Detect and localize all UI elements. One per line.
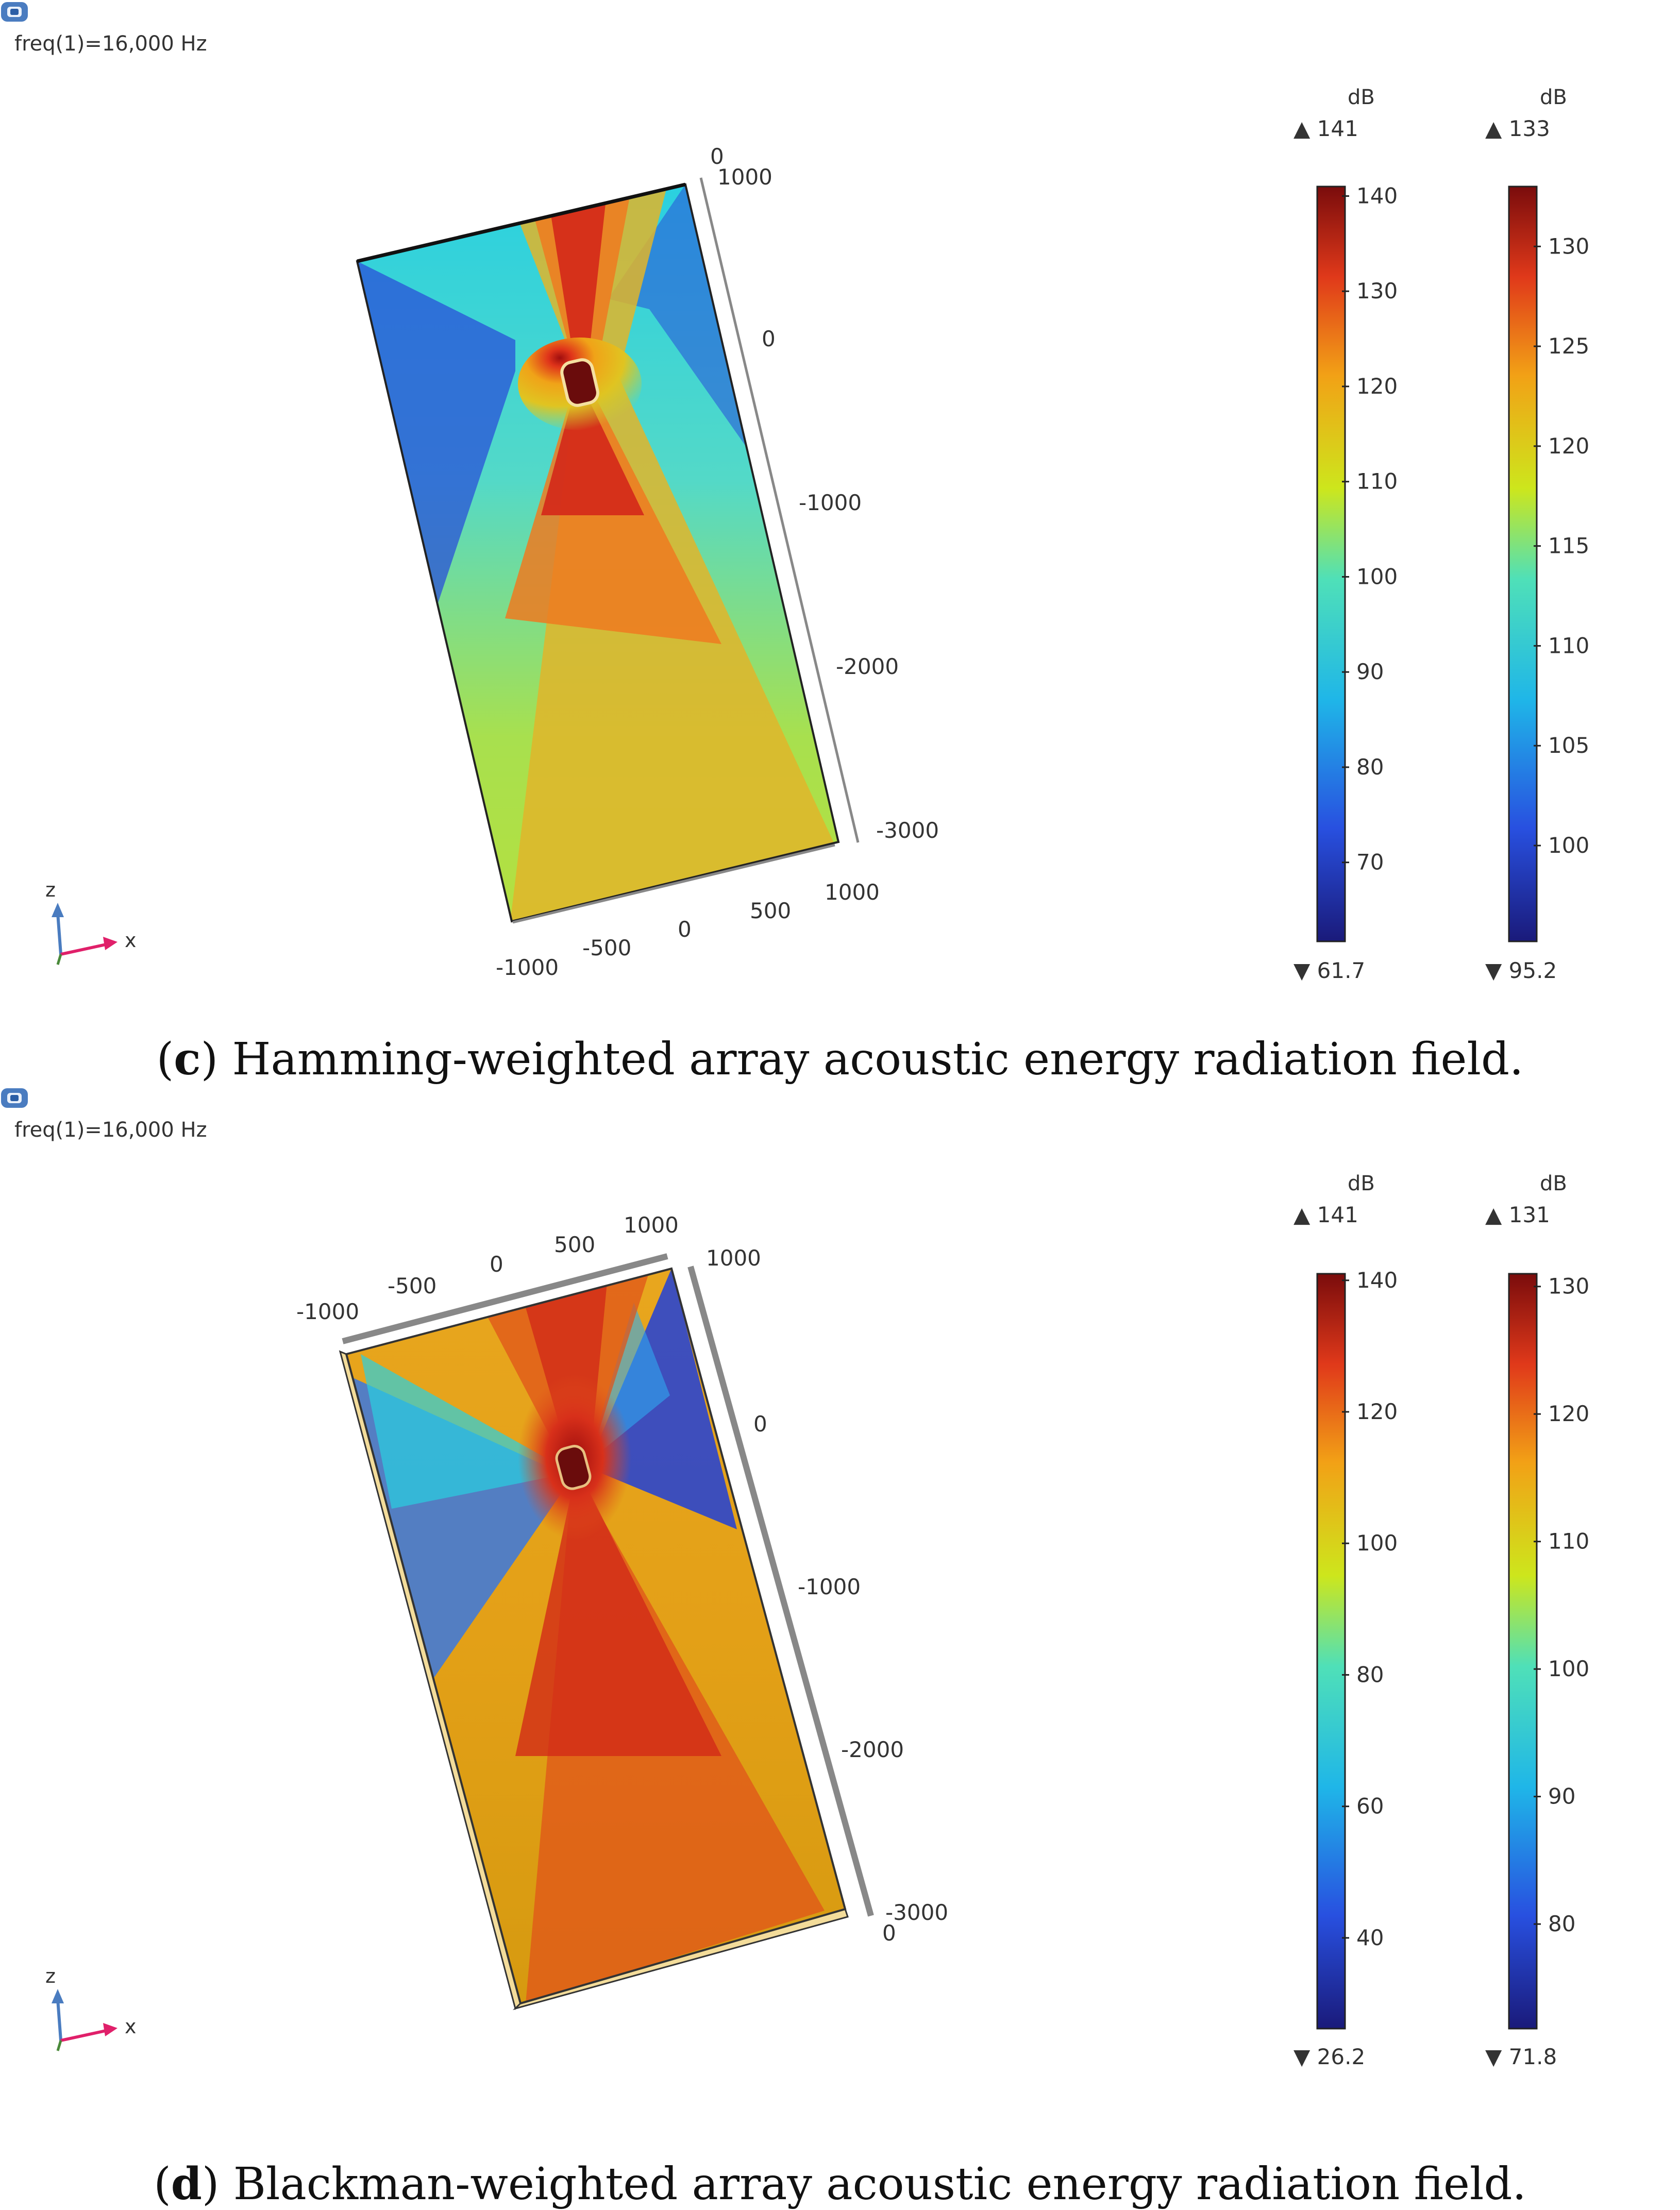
colorbar-2: dB ▲ 133 130 125 120 115 110 105 100 ▼ 95.2 bbox=[1485, 86, 1589, 983]
colorbar-tick-label: 120 bbox=[1356, 1399, 1398, 1424]
triad-z-label: z bbox=[45, 879, 56, 901]
caption-text: Blackman-weighted array acoustic energy … bbox=[219, 2158, 1526, 2210]
axis-tick: 0 bbox=[710, 144, 724, 169]
colorbar-tick-label: 100 bbox=[1356, 1530, 1398, 1556]
caption-letter: d bbox=[171, 2158, 202, 2210]
bottom-axis-line bbox=[512, 843, 835, 924]
transducer-array bbox=[555, 1445, 592, 1490]
colorbar-tick-label: 110 bbox=[1548, 633, 1589, 658]
colorbar-tick-label: 110 bbox=[1548, 1529, 1589, 1554]
axis-tick: -500 bbox=[582, 935, 631, 960]
triad-z-label: z bbox=[45, 1965, 56, 1987]
axis-tick: 500 bbox=[554, 1232, 595, 1257]
axis-tick: -3000 bbox=[885, 1900, 948, 1925]
comsol-logo-icon bbox=[1, 2, 28, 22]
colorbar-tick-label: 70 bbox=[1356, 850, 1384, 875]
axis-tick: 0 bbox=[762, 326, 776, 351]
colorbar-tick-label: 80 bbox=[1356, 754, 1384, 780]
transducer-array bbox=[560, 358, 599, 407]
colorbar-tick-label: 105 bbox=[1548, 733, 1589, 758]
colorbar-tick-label: 80 bbox=[1548, 1911, 1575, 1936]
colorbar-tick-label: 120 bbox=[1356, 374, 1398, 399]
axis-tick: -500 bbox=[388, 1273, 436, 1298]
colorbar-tick-label: 125 bbox=[1548, 333, 1589, 359]
axis-tick: -1000 bbox=[798, 1574, 861, 1599]
comsol-logo-icon bbox=[1, 1088, 28, 1108]
colorbar-max-label: ▲ 133 bbox=[1485, 116, 1550, 141]
colorbar-unit: dB bbox=[1348, 1172, 1375, 1195]
colorbar-tick-label: 100 bbox=[1548, 1656, 1589, 1681]
axis-tick: 1000 bbox=[706, 1245, 761, 1271]
frequency-label: freq(1)=16,000 Hz bbox=[14, 32, 207, 56]
coordinate-triad-icon: z x bbox=[45, 879, 137, 965]
colorbar-tick-label: 100 bbox=[1356, 564, 1398, 589]
caption-text: Hamming-weighted array acoustic energy r… bbox=[218, 1034, 1524, 1085]
caption-letter: c bbox=[174, 1033, 201, 1085]
colorbar-2: dB ▲ 131 130 120 110 100 90 80 ▼ 71.8 bbox=[1485, 1172, 1589, 2069]
axis-tick: 1000 bbox=[624, 1212, 679, 1238]
colorbar-tick-label: 140 bbox=[1356, 183, 1398, 208]
colorbar-tick-label: 130 bbox=[1548, 1274, 1589, 1299]
frequency-label: freq(1)=16,000 Hz bbox=[14, 1118, 207, 1142]
colorbar-min-label: ▼ 26.2 bbox=[1293, 2044, 1365, 2069]
top-axis-line bbox=[342, 1253, 668, 1344]
figure-caption-d: (d) Blackman-weighted array acoustic ene… bbox=[154, 2158, 1526, 2210]
colorbar-tick-label: 110 bbox=[1356, 469, 1398, 494]
plot-canvas-d: -1000 -500 0 500 1000 1000 0 -1000 -2000… bbox=[45, 1172, 1589, 2069]
colorbar-max-label: ▲ 141 bbox=[1293, 1202, 1358, 1227]
colorbar-min-label: ▼ 71.8 bbox=[1485, 2044, 1557, 2069]
colorbar-tick-label: 120 bbox=[1548, 433, 1589, 459]
side-axis-line bbox=[687, 1266, 874, 1917]
colorbar-tick-label: 100 bbox=[1548, 833, 1589, 858]
axis-tick: -3000 bbox=[876, 818, 939, 843]
colorbar-unit: dB bbox=[1540, 86, 1567, 109]
axis-tick: -1000 bbox=[296, 1299, 359, 1324]
colorbar-tick-label: 120 bbox=[1548, 1401, 1589, 1426]
colorbar-tick-label: 130 bbox=[1356, 278, 1398, 303]
colorbar-max-label: ▲ 131 bbox=[1485, 1202, 1550, 1227]
colorbar-max-label: ▲ 141 bbox=[1293, 116, 1358, 141]
coordinate-triad-icon: z x bbox=[45, 1965, 137, 2051]
colorbar-min-label: ▼ 95.2 bbox=[1485, 958, 1557, 983]
colorbar-unit: dB bbox=[1348, 86, 1375, 109]
colorbar-min-label: ▼ 61.7 bbox=[1293, 958, 1365, 983]
colorbar-1: dB ▲ 141 140 130 120 110 100 90 80 70 ▼ 61.7 bbox=[1293, 86, 1398, 983]
axis-tick: -2000 bbox=[836, 654, 899, 679]
colorbar-tick-label: 60 bbox=[1356, 1794, 1384, 1819]
axis-tick: -1000 bbox=[799, 490, 862, 515]
colorbar-tick-label: 115 bbox=[1548, 533, 1589, 559]
axis-tick: 0 bbox=[753, 1411, 767, 1437]
axis-tick: 0 bbox=[882, 1920, 896, 1946]
axis-tick: 1000 bbox=[717, 164, 772, 190]
colorbar-tick-label: 90 bbox=[1356, 659, 1384, 684]
colorbar-tick-label: 80 bbox=[1356, 1662, 1384, 1687]
colorbar-tick-label: 90 bbox=[1548, 1784, 1575, 1809]
plot-canvas-c: 0 1000 0 -1000 -2000 -3000 -1000 -500 0 … bbox=[45, 86, 1589, 983]
figure-panel-c: freq(1)=16,000 Hz bbox=[0, 0, 1680, 1086]
colorbar-1: dB ▲ 141 140 120 100 80 60 40 ▼ 26.2 bbox=[1293, 1172, 1398, 2069]
figure-caption-c: (c) Hamming-weighted array acoustic ener… bbox=[156, 1033, 1524, 1085]
colorbar-tick-label: 130 bbox=[1548, 233, 1589, 259]
axis-tick: -2000 bbox=[841, 1737, 904, 1762]
axis-tick: 0 bbox=[678, 917, 692, 942]
side-axis-line bbox=[699, 177, 860, 843]
acoustic-field-c bbox=[357, 184, 838, 921]
axis-tick: 1000 bbox=[825, 880, 880, 905]
figure-panel-d: freq(1)=16,000 Hz bbox=[0, 1086, 1680, 2210]
triad-x-label: x bbox=[125, 929, 137, 952]
axis-tick: -1000 bbox=[496, 955, 559, 980]
axis-tick: 0 bbox=[490, 1252, 503, 1277]
colorbar-unit: dB bbox=[1540, 1172, 1567, 1195]
axis-tick: 500 bbox=[750, 898, 791, 923]
colorbar-tick-label: 40 bbox=[1356, 1925, 1384, 1950]
colorbar-tick-label: 140 bbox=[1356, 1268, 1398, 1293]
triad-x-label: x bbox=[125, 2015, 137, 2038]
